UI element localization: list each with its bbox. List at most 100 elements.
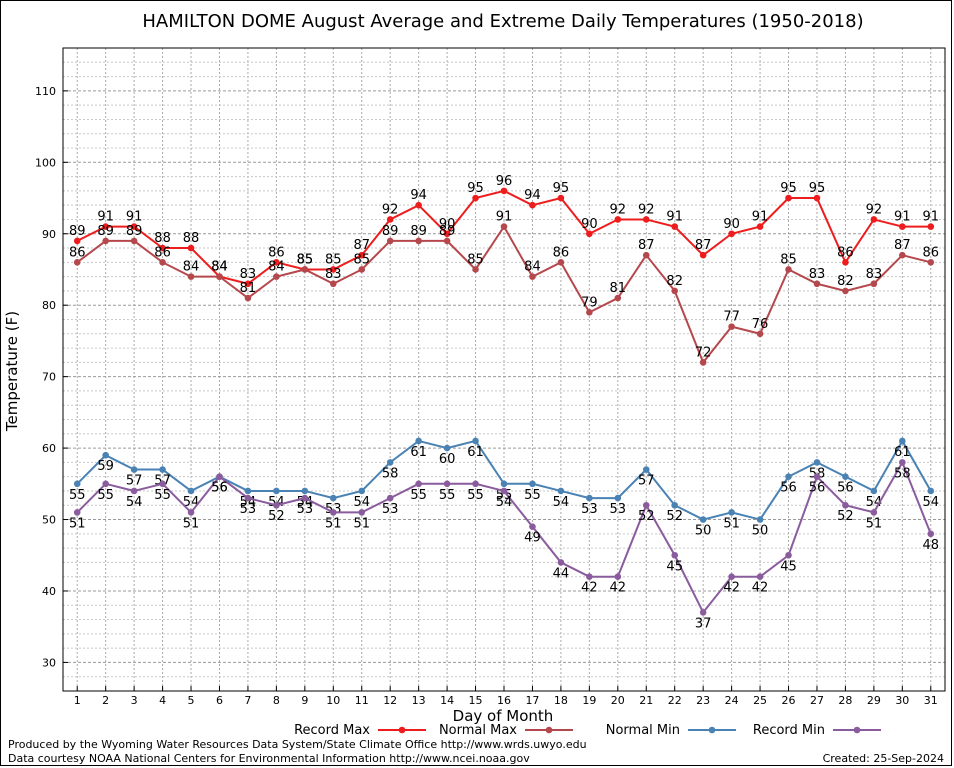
data-label-record-min: 51 [69, 516, 86, 531]
data-label-record-max: 92 [638, 202, 655, 217]
data-label-record-min: 48 [923, 538, 940, 553]
legend-swatch-marker-record-min [853, 726, 861, 734]
data-point-normal-min [159, 466, 166, 473]
data-label-record-max: 91 [126, 210, 143, 225]
data-point-record-max [870, 216, 878, 223]
data-label-normal-min: 57 [638, 474, 655, 489]
data-point-normal-min [557, 487, 565, 495]
data-point-record-min [102, 480, 109, 488]
x-tick-label: 20 [611, 694, 625, 707]
data-point-normal-max [557, 259, 565, 266]
data-label-record-min: 55 [439, 488, 456, 503]
x-tick-label: 26 [782, 694, 796, 707]
data-label-record-max: 92 [866, 202, 883, 217]
data-point-normal-min [642, 466, 650, 473]
data-label-record-min: 44 [553, 566, 570, 581]
data-point-record-min [785, 551, 792, 559]
data-point-record-max [642, 216, 650, 223]
data-point-normal-max [870, 280, 878, 288]
data-label-normal-min: 56 [780, 481, 797, 496]
data-point-normal-min [500, 480, 508, 488]
data-label-record-min: 55 [467, 488, 484, 503]
data-label-normal-min: 54 [923, 495, 940, 510]
data-label-record-max: 91 [666, 210, 683, 225]
data-point-normal-max [842, 287, 849, 295]
data-label-record-max: 96 [496, 174, 513, 189]
data-label-record-min: 42 [581, 581, 598, 596]
data-point-normal-max [671, 287, 679, 295]
data-point-record-max [358, 251, 366, 259]
data-point-record-min [472, 480, 479, 488]
data-label-record-min: 49 [524, 531, 541, 546]
data-point-normal-max [927, 259, 935, 266]
data-point-record-max [73, 237, 81, 245]
data-label-normal-max: 83 [325, 267, 342, 282]
data-label-normal-max: 89 [382, 224, 399, 239]
data-label-record-max: 86 [837, 245, 854, 260]
data-point-normal-max [301, 266, 309, 273]
data-label-normal-min: 50 [695, 524, 712, 539]
data-point-record-min [756, 573, 764, 580]
data-label-record-min: 45 [780, 559, 797, 574]
data-label-record-max: 91 [752, 210, 769, 225]
y-axis: 30 40 50 60 70 80 90 100 110 [35, 85, 68, 669]
data-label-normal-max: 81 [240, 281, 257, 296]
y-tick-label: 100 [35, 156, 56, 169]
data-label-record-max: 83 [240, 267, 257, 282]
data-label-normal-max: 81 [610, 281, 627, 296]
data-label-normal-max: 89 [439, 224, 456, 239]
data-point-record-min [870, 509, 878, 516]
x-tick-label: 19 [582, 694, 596, 707]
data-point-record-min [443, 480, 451, 488]
data-label-record-min: 56 [809, 481, 826, 496]
data-point-record-max [927, 223, 935, 230]
data-point-record-min [159, 480, 166, 488]
data-point-normal-max [529, 273, 536, 280]
data-label-normal-min: 54 [553, 495, 570, 510]
data-label-record-min: 51 [183, 516, 200, 531]
data-point-normal-max [899, 251, 906, 259]
data-point-record-min [529, 523, 536, 530]
data-label-normal-min: 59 [97, 459, 114, 474]
x-tick-label: 23 [696, 694, 710, 707]
data-label-record-max: 92 [610, 202, 627, 217]
data-point-record-max [472, 194, 479, 202]
data-point-record-max [273, 259, 280, 266]
x-tick-label: 8 [273, 694, 280, 707]
data-point-record-min [927, 530, 935, 538]
data-label-normal-max: 89 [97, 224, 114, 239]
data-point-record-min [614, 573, 622, 580]
data-point-record-max [159, 244, 166, 252]
data-label-record-min: 52 [837, 509, 854, 524]
x-tick-label: 11 [355, 694, 369, 707]
data-label-record-min: 51 [866, 516, 883, 531]
data-point-normal-min [899, 437, 906, 445]
data-label-record-max: 92 [382, 202, 399, 217]
x-tick-label: 16 [497, 694, 511, 707]
data-point-normal-max [813, 280, 821, 288]
x-tick-label: 24 [725, 694, 739, 707]
x-tick-label: 10 [326, 694, 340, 707]
data-label-normal-max: 82 [837, 274, 854, 289]
data-point-normal-max [187, 273, 195, 280]
data-point-normal-max [329, 280, 337, 288]
data-point-normal-min [671, 501, 679, 509]
data-label-normal-max: 86 [553, 245, 570, 260]
data-label-record-max: 88 [154, 231, 171, 246]
data-label-record-max: 88 [183, 231, 200, 246]
data-label-normal-max: 72 [695, 345, 712, 360]
legend: Record Max Normal Max Normal Min Record Min [294, 723, 881, 738]
data-point-record-min [557, 559, 565, 566]
data-label-normal-min: 55 [69, 488, 86, 503]
grid [63, 47, 945, 691]
data-label-record-min: 42 [723, 581, 740, 596]
data-point-normal-max [102, 237, 109, 245]
data-label-record-min: 53 [382, 502, 399, 517]
data-point-record-max [329, 266, 337, 273]
data-label-record-min: 56 [211, 481, 228, 496]
data-label-record-max: 95 [780, 181, 797, 196]
data-label-normal-max: 84 [268, 260, 285, 275]
